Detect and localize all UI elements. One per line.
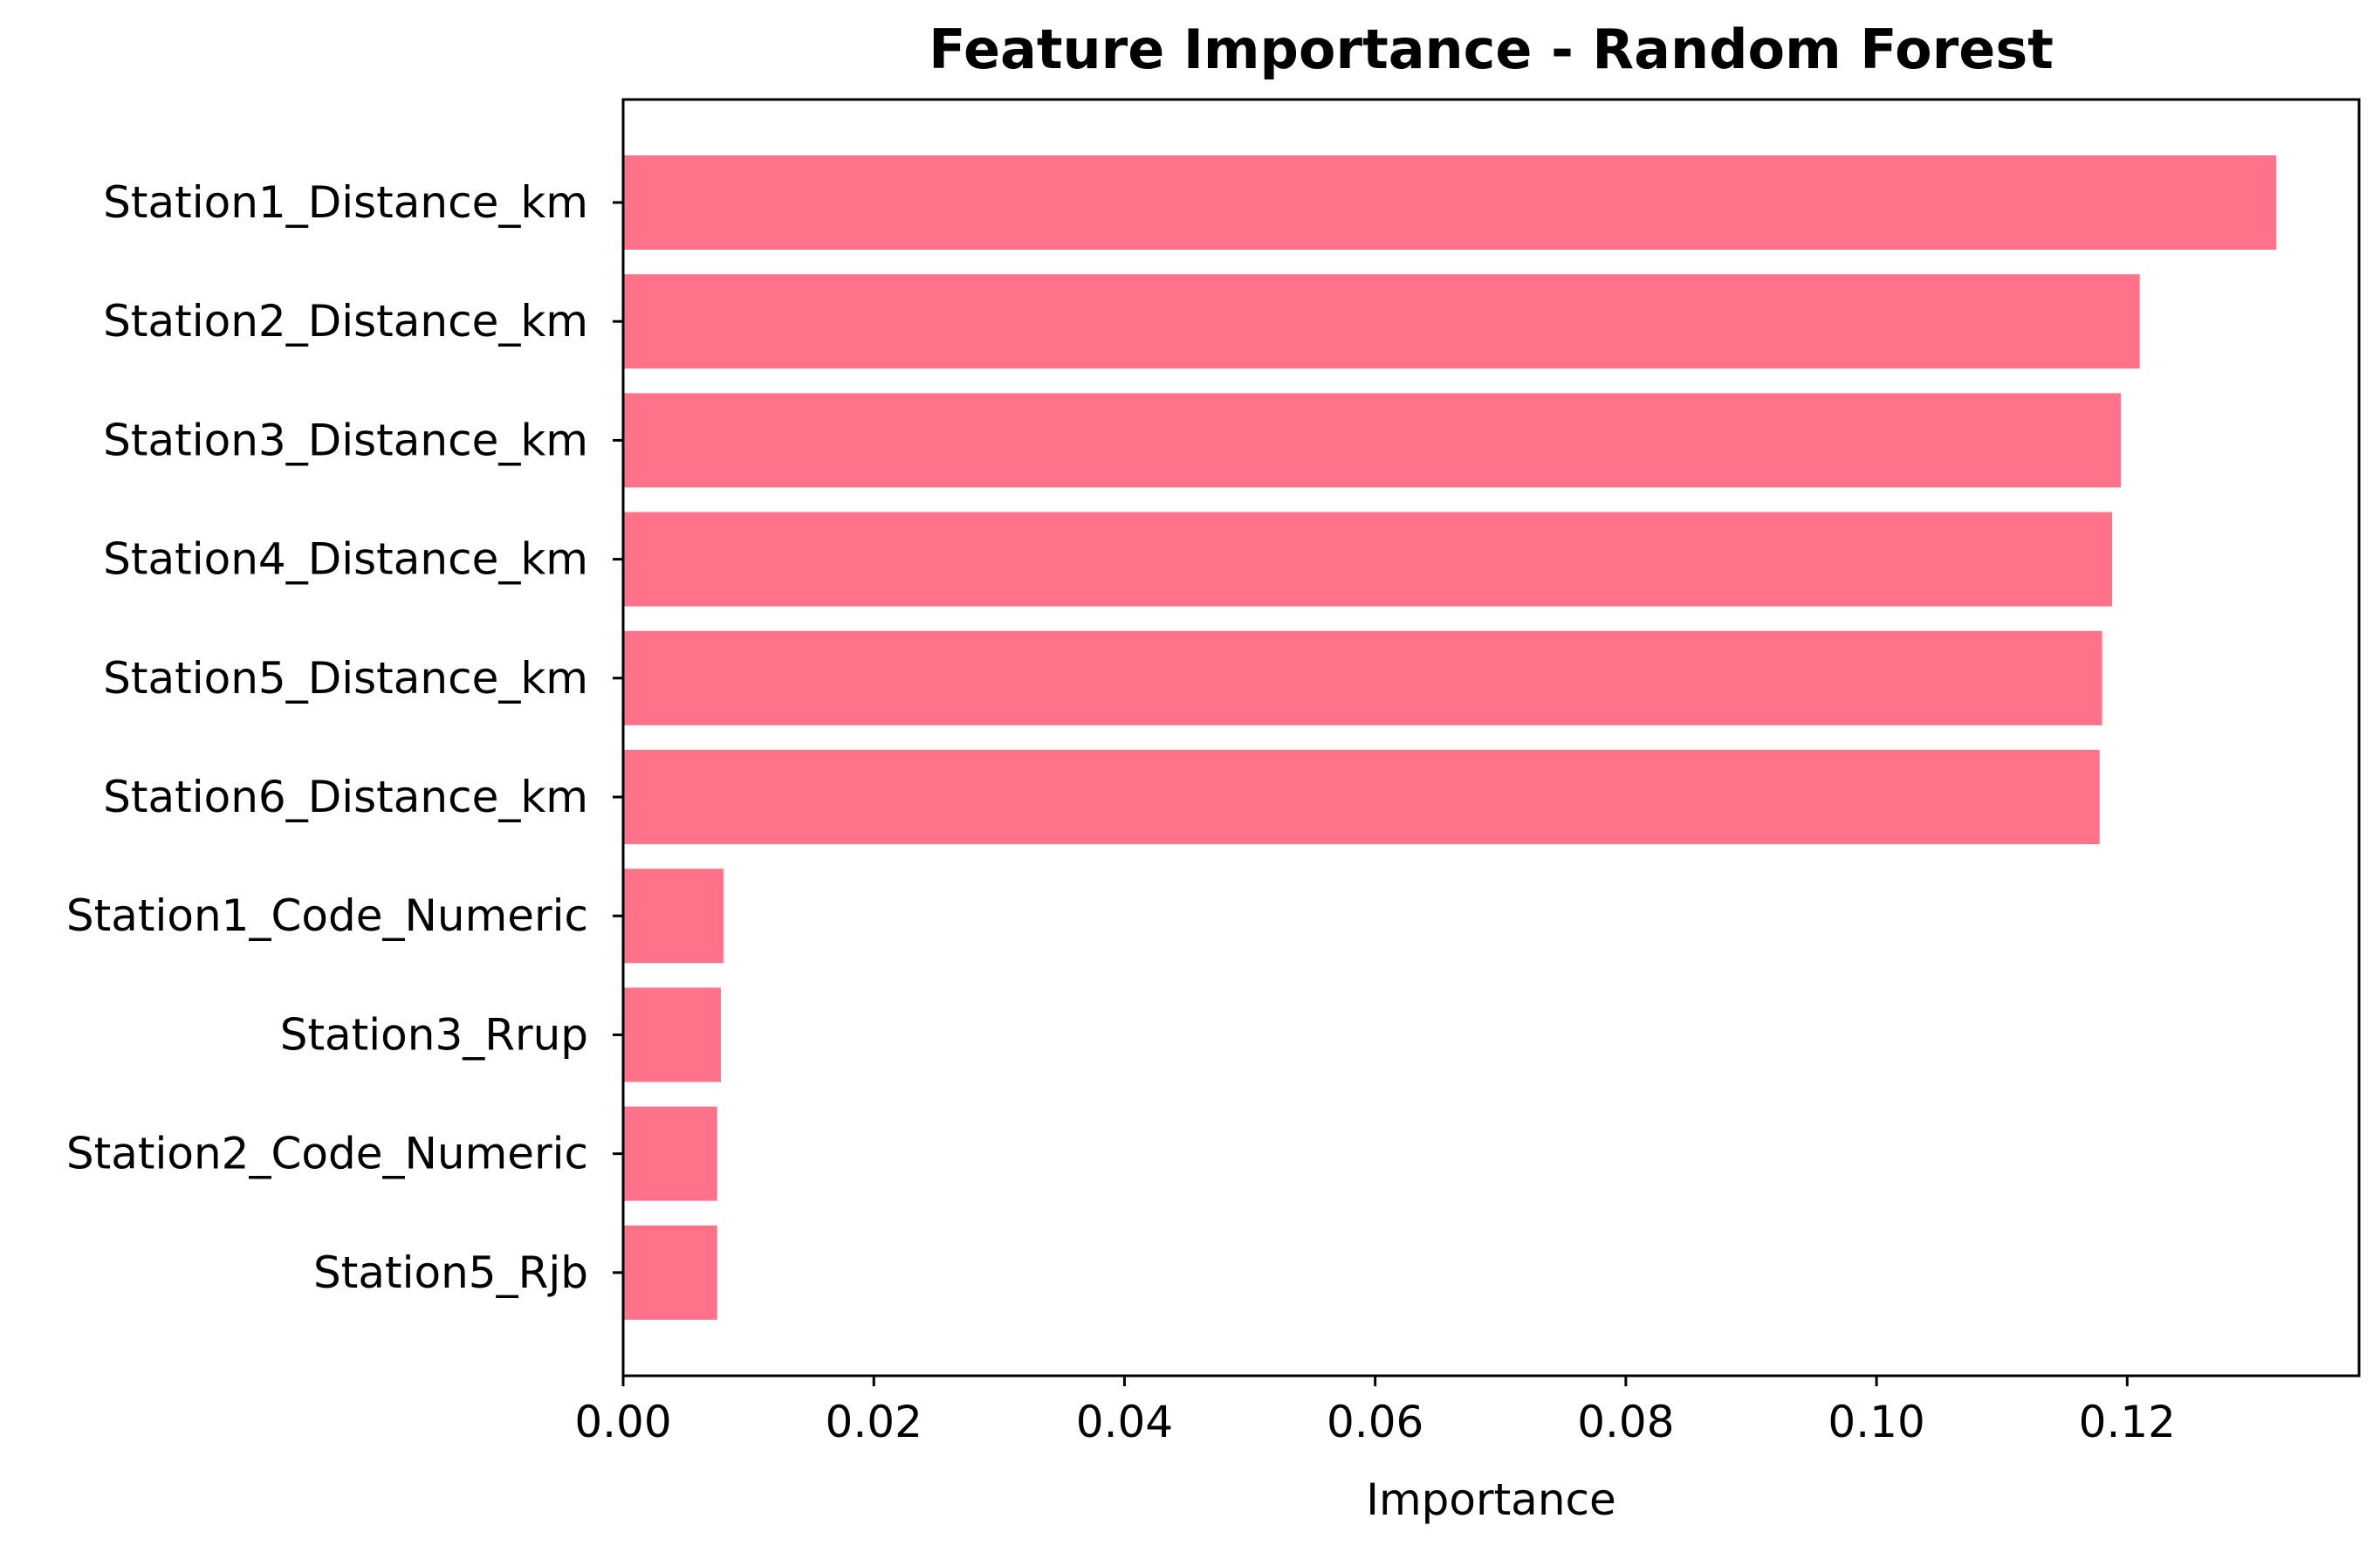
y-tick-label: Station5_Rjb bbox=[313, 1247, 588, 1298]
bar bbox=[623, 393, 2122, 488]
bar bbox=[623, 630, 2102, 725]
bar bbox=[623, 750, 2100, 844]
bar bbox=[623, 869, 724, 964]
x-tick-label: 0.08 bbox=[1577, 1397, 1674, 1447]
bar bbox=[623, 274, 2140, 369]
x-tick-label: 0.02 bbox=[826, 1397, 923, 1447]
y-tick-label: Station1_Code_Numeric bbox=[66, 890, 588, 941]
x-tick-label: 0.04 bbox=[1076, 1397, 1173, 1447]
y-tick-label: Station6_Distance_km bbox=[103, 772, 588, 822]
bar bbox=[623, 512, 2113, 607]
y-tick-label: Station3_Rrup bbox=[280, 1009, 588, 1060]
bar bbox=[623, 1225, 717, 1320]
x-axis-ticks: 0.00 0.02 0.04 0.06 0.08 0.10 0.12 bbox=[574, 1376, 2176, 1447]
x-tick-label: 0.06 bbox=[1327, 1397, 1423, 1447]
y-tick-label: Station3_Distance_km bbox=[103, 415, 588, 465]
bars-layer bbox=[623, 155, 2277, 1320]
bar bbox=[623, 987, 722, 1082]
chart-title: Feature Importance - Random Forest bbox=[929, 17, 2054, 81]
bar bbox=[623, 1106, 717, 1201]
x-tick-label: 0.12 bbox=[2079, 1397, 2176, 1447]
x-tick-label: 0.10 bbox=[1828, 1397, 1924, 1447]
y-axis-ticks: Station1_Distance_km Station2_Distance_km… bbox=[66, 177, 623, 1298]
y-tick-label: Station1_Distance_km bbox=[103, 177, 588, 228]
y-tick-label: Station5_Distance_km bbox=[103, 653, 588, 704]
y-tick-label: Station4_Distance_km bbox=[103, 534, 588, 585]
y-tick-label: Station2_Distance_km bbox=[103, 296, 588, 347]
x-tick-label: 0.00 bbox=[574, 1397, 671, 1447]
plot-frame bbox=[621, 98, 2361, 1378]
bar bbox=[623, 155, 2277, 250]
y-tick-label: Station2_Code_Numeric bbox=[66, 1129, 588, 1179]
x-axis-label: Importance bbox=[1366, 1474, 1616, 1525]
